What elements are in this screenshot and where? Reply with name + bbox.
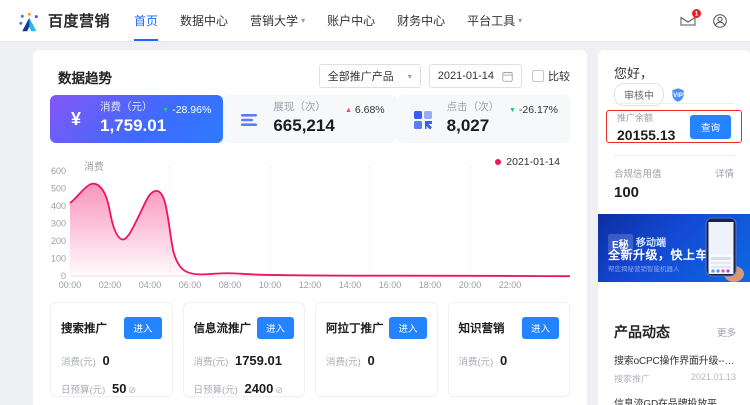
svg-text:16:00: 16:00	[379, 280, 402, 290]
svg-text:300: 300	[51, 219, 66, 229]
svg-text:02:00: 02:00	[99, 280, 122, 290]
svg-text:18:00: 18:00	[419, 280, 442, 290]
svg-text:10:00: 10:00	[259, 280, 282, 290]
svg-text:1: 1	[695, 10, 699, 17]
svg-text:400: 400	[51, 201, 66, 211]
svg-text:00:00: 00:00	[59, 280, 82, 290]
svg-text:100: 100	[51, 254, 66, 264]
svg-text:500: 500	[51, 184, 66, 194]
svg-text:¥: ¥	[71, 109, 81, 129]
svg-text:VIP: VIP	[673, 93, 683, 99]
svg-text:600: 600	[51, 166, 66, 176]
svg-text:12:00: 12:00	[299, 280, 322, 290]
svg-text:20:00: 20:00	[459, 280, 482, 290]
svg-text:08:00: 08:00	[219, 280, 242, 290]
svg-text:14:00: 14:00	[339, 280, 362, 290]
svg-text:22:00: 22:00	[499, 280, 522, 290]
svg-text:04:00: 04:00	[139, 280, 162, 290]
svg-text:200: 200	[51, 236, 66, 246]
svg-text:06:00: 06:00	[179, 280, 202, 290]
